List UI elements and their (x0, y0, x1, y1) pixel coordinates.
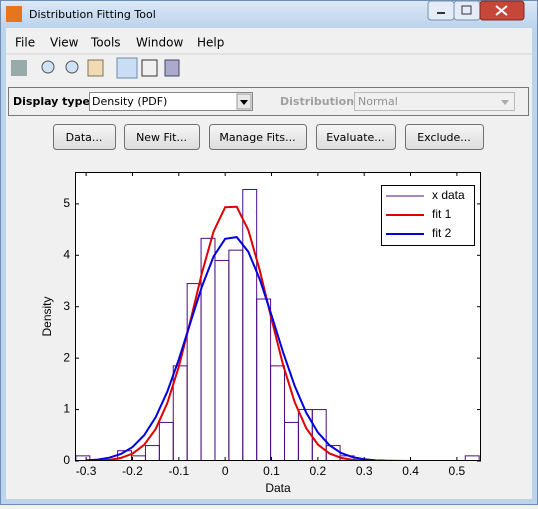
zoom-out-icon[interactable] (65, 60, 79, 74)
y-tick-label: 1 (63, 402, 70, 416)
x-tick-label: 0.4 (402, 464, 419, 478)
button-row: Data... New Fit... Manage Fits... Evaluate.… (53, 124, 484, 150)
menu-item[interactable]: File (15, 36, 35, 50)
x-tick-label: 0.3 (356, 464, 373, 478)
button-label: Data... (66, 131, 103, 144)
window-controls[interactable] (427, 0, 525, 21)
button-face[interactable] (124, 124, 200, 150)
button-label: New Fit... (136, 131, 187, 144)
histogram-bar (270, 365, 285, 461)
menu-item[interactable]: View (50, 36, 79, 50)
menu-item[interactable]: Window (136, 36, 184, 50)
x-tick-label: -0.3 (76, 464, 97, 478)
restore-icon[interactable] (164, 59, 180, 77)
axes-box (75, 172, 481, 461)
distribution-label: Distribution: (280, 95, 358, 108)
pan-icon[interactable] (87, 59, 104, 77)
button-label: Evaluate... (326, 131, 385, 144)
button[interactable]: Manage Fits... (209, 124, 307, 150)
maximize-button[interactable] (453, 0, 481, 21)
button-label: Manage Fits... (219, 131, 295, 144)
histogram-bar (464, 455, 480, 461)
x-tick-label: 0.5 (449, 464, 466, 478)
button-face[interactable] (405, 124, 484, 150)
button-face[interactable] (209, 124, 307, 150)
minimize-button[interactable] (427, 0, 455, 21)
plot: -0.3 -0.2 -0.1 0 0.1 0.2 0.3 0.4 0.5 0 1 2 3 4 5 Data De… (40, 172, 481, 495)
button[interactable]: New Fit... (124, 124, 200, 150)
x-tick-label: -0.2 (122, 464, 143, 478)
legend-label: x data (432, 188, 465, 202)
button[interactable]: Evaluate... (316, 124, 396, 150)
x-tick-label: 0 (222, 464, 229, 478)
display-type-dropdown[interactable] (89, 92, 253, 111)
x-tick-label: 0.2 (310, 464, 327, 478)
grid-toggle[interactable] (141, 59, 158, 77)
legend-toggle[interactable] (116, 57, 138, 79)
x-axis-label: Data (265, 481, 291, 495)
button[interactable]: Data... (53, 124, 116, 150)
toolbar (11, 57, 180, 79)
y-tick-label: 5 (63, 196, 70, 210)
button[interactable]: Exclude... (405, 124, 484, 150)
print-icon[interactable] (11, 60, 27, 76)
x-tick-label: 0.1 (263, 464, 280, 478)
window-title: Distribution Fitting Tool (29, 8, 156, 21)
menu-bar: File View Tools Window Help (15, 36, 224, 50)
menu-item[interactable]: Tools (90, 36, 121, 50)
y-axis-label: Density (40, 296, 54, 336)
y-tick-label: 4 (63, 247, 70, 261)
y-tick-label: 3 (63, 299, 70, 313)
x-tick-label: -0.1 (168, 464, 189, 478)
button-face[interactable] (53, 124, 116, 150)
zoom-in-icon[interactable] (41, 60, 55, 74)
y-tick-label: 0 (63, 453, 70, 467)
app-icon (6, 6, 22, 22)
display-type-label: Display type: (13, 95, 94, 108)
legend: x data fit 1 fit 2 (381, 185, 475, 246)
y-tick-label: 2 (63, 350, 70, 364)
menu-item[interactable]: Help (197, 36, 224, 50)
button-face[interactable] (316, 124, 396, 150)
button-label: Exclude... (417, 131, 471, 144)
display-type-value: Density (PDF) (92, 95, 167, 108)
distribution-value: Normal (358, 95, 398, 108)
legend-label: fit 2 (432, 226, 452, 240)
distribution-dropdown[interactable] (354, 92, 515, 111)
legend-label: fit 1 (432, 207, 452, 221)
